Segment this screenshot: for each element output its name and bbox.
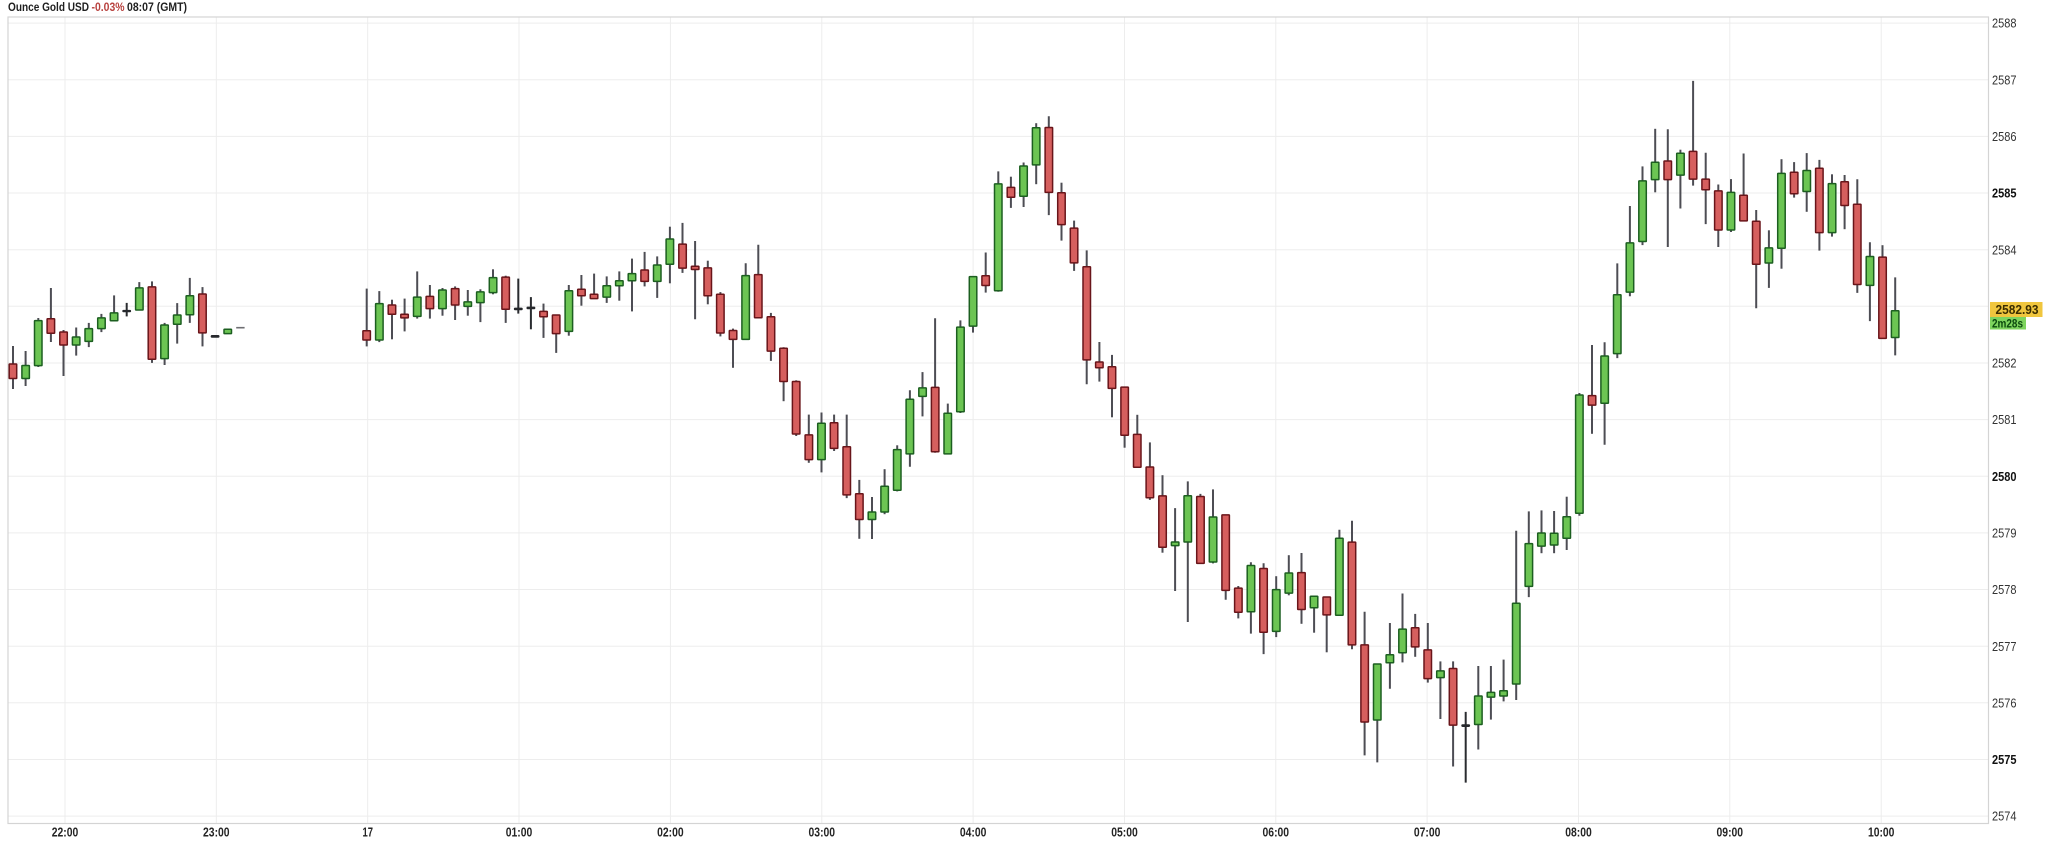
svg-text:07:00: 07:00 bbox=[1414, 825, 1441, 840]
svg-text:2578: 2578 bbox=[1992, 582, 2017, 597]
svg-text:2585: 2585 bbox=[1992, 186, 2017, 201]
svg-text:17: 17 bbox=[362, 825, 373, 840]
svg-text:2m28s: 2m28s bbox=[1992, 319, 2023, 331]
svg-text:05:00: 05:00 bbox=[1111, 825, 1138, 840]
svg-text:2582.93: 2582.93 bbox=[1996, 303, 2039, 317]
svg-text:06:00: 06:00 bbox=[1263, 825, 1290, 840]
svg-text:2586: 2586 bbox=[1992, 129, 2017, 144]
svg-text:03:00: 03:00 bbox=[809, 825, 836, 840]
svg-text:2579: 2579 bbox=[1992, 526, 2017, 541]
svg-text:2580: 2580 bbox=[1992, 469, 2017, 484]
svg-text:22:00: 22:00 bbox=[52, 825, 79, 840]
svg-text:01:00: 01:00 bbox=[506, 825, 533, 840]
svg-text:23:00: 23:00 bbox=[203, 825, 230, 840]
svg-text:2582: 2582 bbox=[1992, 356, 2017, 371]
svg-text:2584: 2584 bbox=[1992, 242, 2017, 257]
svg-text:2575: 2575 bbox=[1992, 752, 2017, 767]
svg-text:2587: 2587 bbox=[1992, 72, 2017, 87]
svg-text:02:00: 02:00 bbox=[657, 825, 684, 840]
svg-text:10:00: 10:00 bbox=[1868, 825, 1895, 840]
svg-text:-0.03%: -0.03% bbox=[92, 2, 125, 14]
svg-text:2574: 2574 bbox=[1992, 809, 2017, 824]
svg-text:04:00: 04:00 bbox=[960, 825, 987, 840]
svg-text:09:00: 09:00 bbox=[1717, 825, 1744, 840]
svg-text:2581: 2581 bbox=[1992, 412, 2017, 427]
svg-text:2577: 2577 bbox=[1992, 639, 2017, 654]
svg-text:Ounce Gold USD: Ounce Gold USD bbox=[8, 2, 89, 14]
svg-text:08:07 (GMT): 08:07 (GMT) bbox=[127, 2, 187, 14]
svg-text:08:00: 08:00 bbox=[1565, 825, 1592, 840]
svg-text:2576: 2576 bbox=[1992, 695, 2017, 710]
svg-text:2588: 2588 bbox=[1992, 16, 2017, 31]
